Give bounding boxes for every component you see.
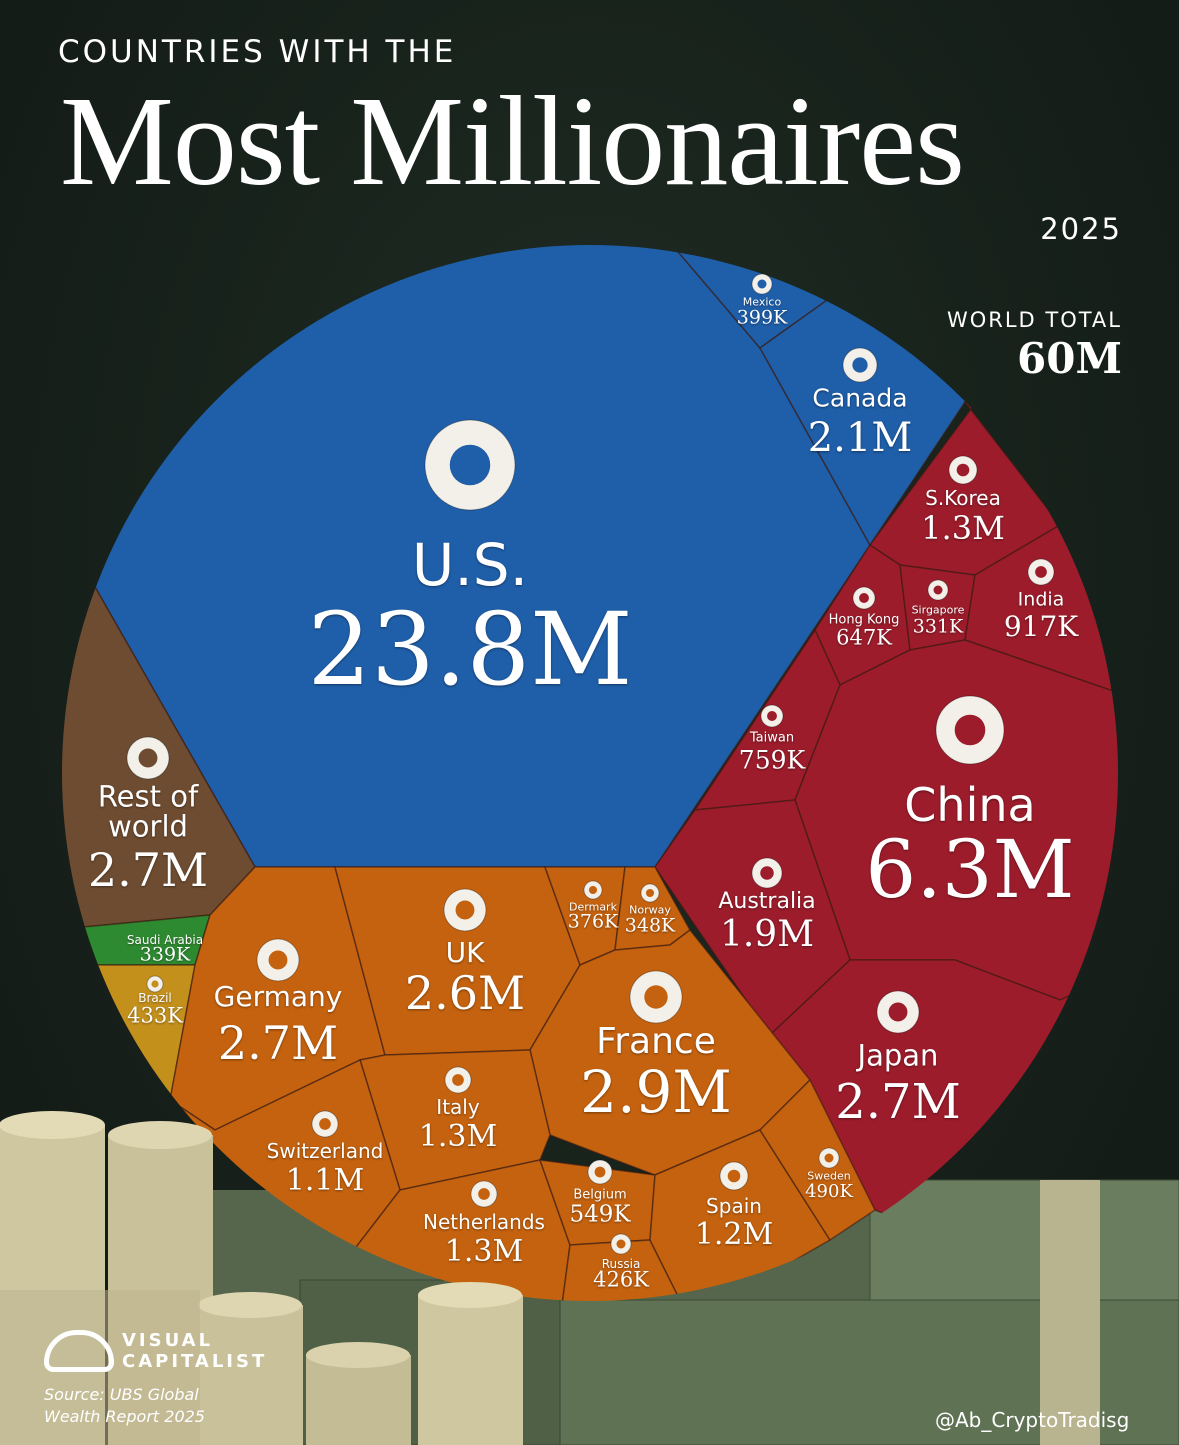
flag — [644, 985, 668, 1009]
cell-name: Hong Kong — [828, 612, 900, 628]
cell-value: 2.9M — [580, 1058, 732, 1126]
cell-name: Mexico — [742, 295, 782, 309]
cell — [62, 964, 196, 1111]
cell-value: 2.7M — [835, 1074, 961, 1130]
flag — [757, 279, 767, 289]
flag — [852, 357, 868, 373]
flag — [455, 900, 475, 920]
flag — [151, 980, 159, 988]
cell-value: 2.6M — [404, 966, 526, 1020]
cell-name: Sweden — [807, 1169, 851, 1183]
cell-value: 426K — [593, 1267, 649, 1292]
cell-name: China — [904, 778, 1036, 832]
cell-value: 1.3M — [444, 1234, 524, 1269]
total-value: 60M — [1017, 334, 1122, 383]
cell-value: 2.7M — [217, 1016, 339, 1070]
cell-value: 339K — [139, 943, 191, 966]
cell-name: UK — [445, 936, 485, 969]
cell-name: Switzerland — [266, 1139, 384, 1163]
flag — [933, 585, 943, 595]
cell-name: Germany — [213, 980, 343, 1013]
cell-value: 376K — [567, 910, 619, 933]
flag — [727, 1169, 741, 1183]
source: Source: UBS Global Wealth Report 2025 — [44, 1385, 205, 1426]
flag — [594, 1166, 606, 1178]
cell-name: France — [596, 1021, 716, 1062]
cell-name: Saudi Arabia — [126, 933, 204, 947]
flag — [859, 593, 869, 603]
cell-name: Dermark — [569, 900, 617, 914]
brand-logo — [44, 1330, 114, 1372]
cell-value: 647K — [836, 625, 892, 650]
flag — [452, 1074, 464, 1086]
cell-value: 759K — [738, 745, 806, 775]
cell-name: Spain — [706, 1194, 762, 1218]
subtitle: 2025 — [1040, 212, 1122, 246]
cell-value: 433K — [127, 1003, 183, 1028]
cell-value: 348K — [624, 914, 676, 937]
flag — [1035, 566, 1047, 578]
cell-name: Belgium — [573, 1187, 627, 1203]
flag — [138, 748, 158, 768]
cell-value: 6.3M — [865, 823, 1075, 916]
flag — [478, 1188, 490, 1200]
cell-name: Brazil — [138, 991, 172, 1005]
cell-value: 549K — [569, 1201, 631, 1228]
kicker: COUNTRIES WITH THE — [58, 34, 457, 70]
total-label: WORLD TOTAL — [946, 308, 1122, 332]
cell-value: 1.2M — [694, 1217, 774, 1252]
flag — [888, 1002, 908, 1022]
flag — [954, 714, 986, 746]
flag — [268, 950, 288, 970]
brand: VISUAL CAPITALIST — [122, 1330, 268, 1372]
cell-value: 1.3M — [418, 1119, 498, 1154]
cell-name: Sirgapore — [911, 603, 965, 617]
cell-name: Taiwan — [749, 730, 795, 746]
watermark: @Ab_CryptoTradisg — [935, 1408, 1130, 1432]
cell — [759, 1078, 876, 1242]
cell-name: Japan — [857, 1038, 939, 1073]
cell-value: 23.8M — [307, 591, 633, 708]
cell-value: 917K — [1003, 610, 1079, 643]
flag — [760, 866, 774, 880]
cell-name: Russia — [601, 1257, 641, 1271]
flag — [588, 885, 598, 895]
cell-name: Rest of world — [97, 779, 199, 844]
cell-value: 1.9M — [719, 914, 815, 955]
cell-name: Canada — [812, 383, 908, 413]
cell-name: S.Korea — [925, 486, 1001, 510]
cell-value: 2.1M — [807, 415, 913, 461]
cell-name: Norway — [629, 903, 671, 917]
cell-value: 399K — [736, 306, 788, 329]
flag — [319, 1118, 331, 1130]
cell-value: 331K — [912, 615, 964, 638]
cell-value: 490K — [805, 1181, 853, 1202]
flag — [645, 888, 655, 898]
cell-value: 2.7M — [87, 843, 209, 897]
cell-name: Netherlands — [423, 1210, 545, 1234]
cell-value: 1.3M — [921, 509, 1005, 547]
flag — [956, 463, 970, 477]
cell-name: India — [1017, 588, 1065, 611]
cell-name: Italy — [436, 1095, 480, 1119]
flag — [767, 711, 777, 721]
flag — [449, 444, 491, 486]
flag — [824, 1153, 834, 1163]
title: Most Millionaires — [60, 70, 965, 212]
flag — [616, 1239, 626, 1249]
cell-name: U.S. — [411, 531, 529, 599]
cell-value: 1.1M — [285, 1163, 365, 1198]
cell-name: Australia — [718, 889, 816, 914]
